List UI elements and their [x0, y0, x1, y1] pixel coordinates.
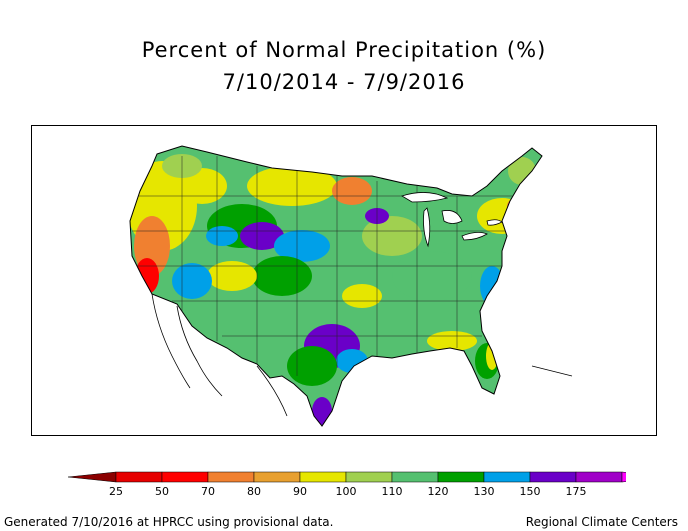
legend-swatch: [437, 471, 485, 483]
legend-tick-label: 80: [247, 485, 261, 498]
legend-swatch: [345, 471, 393, 483]
legend-swatch: [253, 471, 301, 483]
legend-tick-label: 130: [474, 485, 495, 498]
legend-swatch: [575, 471, 623, 483]
legend-left-arrow: [67, 471, 117, 483]
color-scale-legend: 25 50 70 80 90 100 110 120 130 150 175: [67, 471, 626, 498]
legend-tick-label: 110: [382, 485, 403, 498]
legend-tick-label: 175: [566, 485, 587, 498]
source-credit: Regional Climate Centers: [525, 515, 678, 529]
us-precipitation-map-graphic: [129, 145, 573, 427]
legend-swatch: [529, 471, 577, 483]
date-range-subtitle: 7/10/2014 - 7/9/2016: [222, 70, 466, 94]
legend-tick-label: 150: [520, 485, 541, 498]
legend-swatch: [391, 471, 439, 483]
legend-tick-label: 25: [109, 485, 123, 498]
legend-swatch: [483, 471, 531, 483]
legend-swatch: [207, 471, 255, 483]
legend-swatch: [161, 471, 209, 483]
generated-note: Generated 7/10/2016 at HPRCC using provi…: [4, 515, 334, 529]
legend-tick-label: 50: [155, 485, 169, 498]
legend-tick-label: 120: [428, 485, 449, 498]
legend-tick-label: 90: [293, 485, 307, 498]
map-title: Percent of Normal Precipitation (%): [141, 38, 547, 62]
legend-right-arrow: [621, 471, 626, 483]
legend-tick-label: 70: [201, 485, 215, 498]
legend-swatch: [115, 471, 163, 483]
legend-tick-label: 100: [336, 485, 357, 498]
precipitation-map: [31, 125, 657, 436]
legend-swatch: [299, 471, 347, 483]
